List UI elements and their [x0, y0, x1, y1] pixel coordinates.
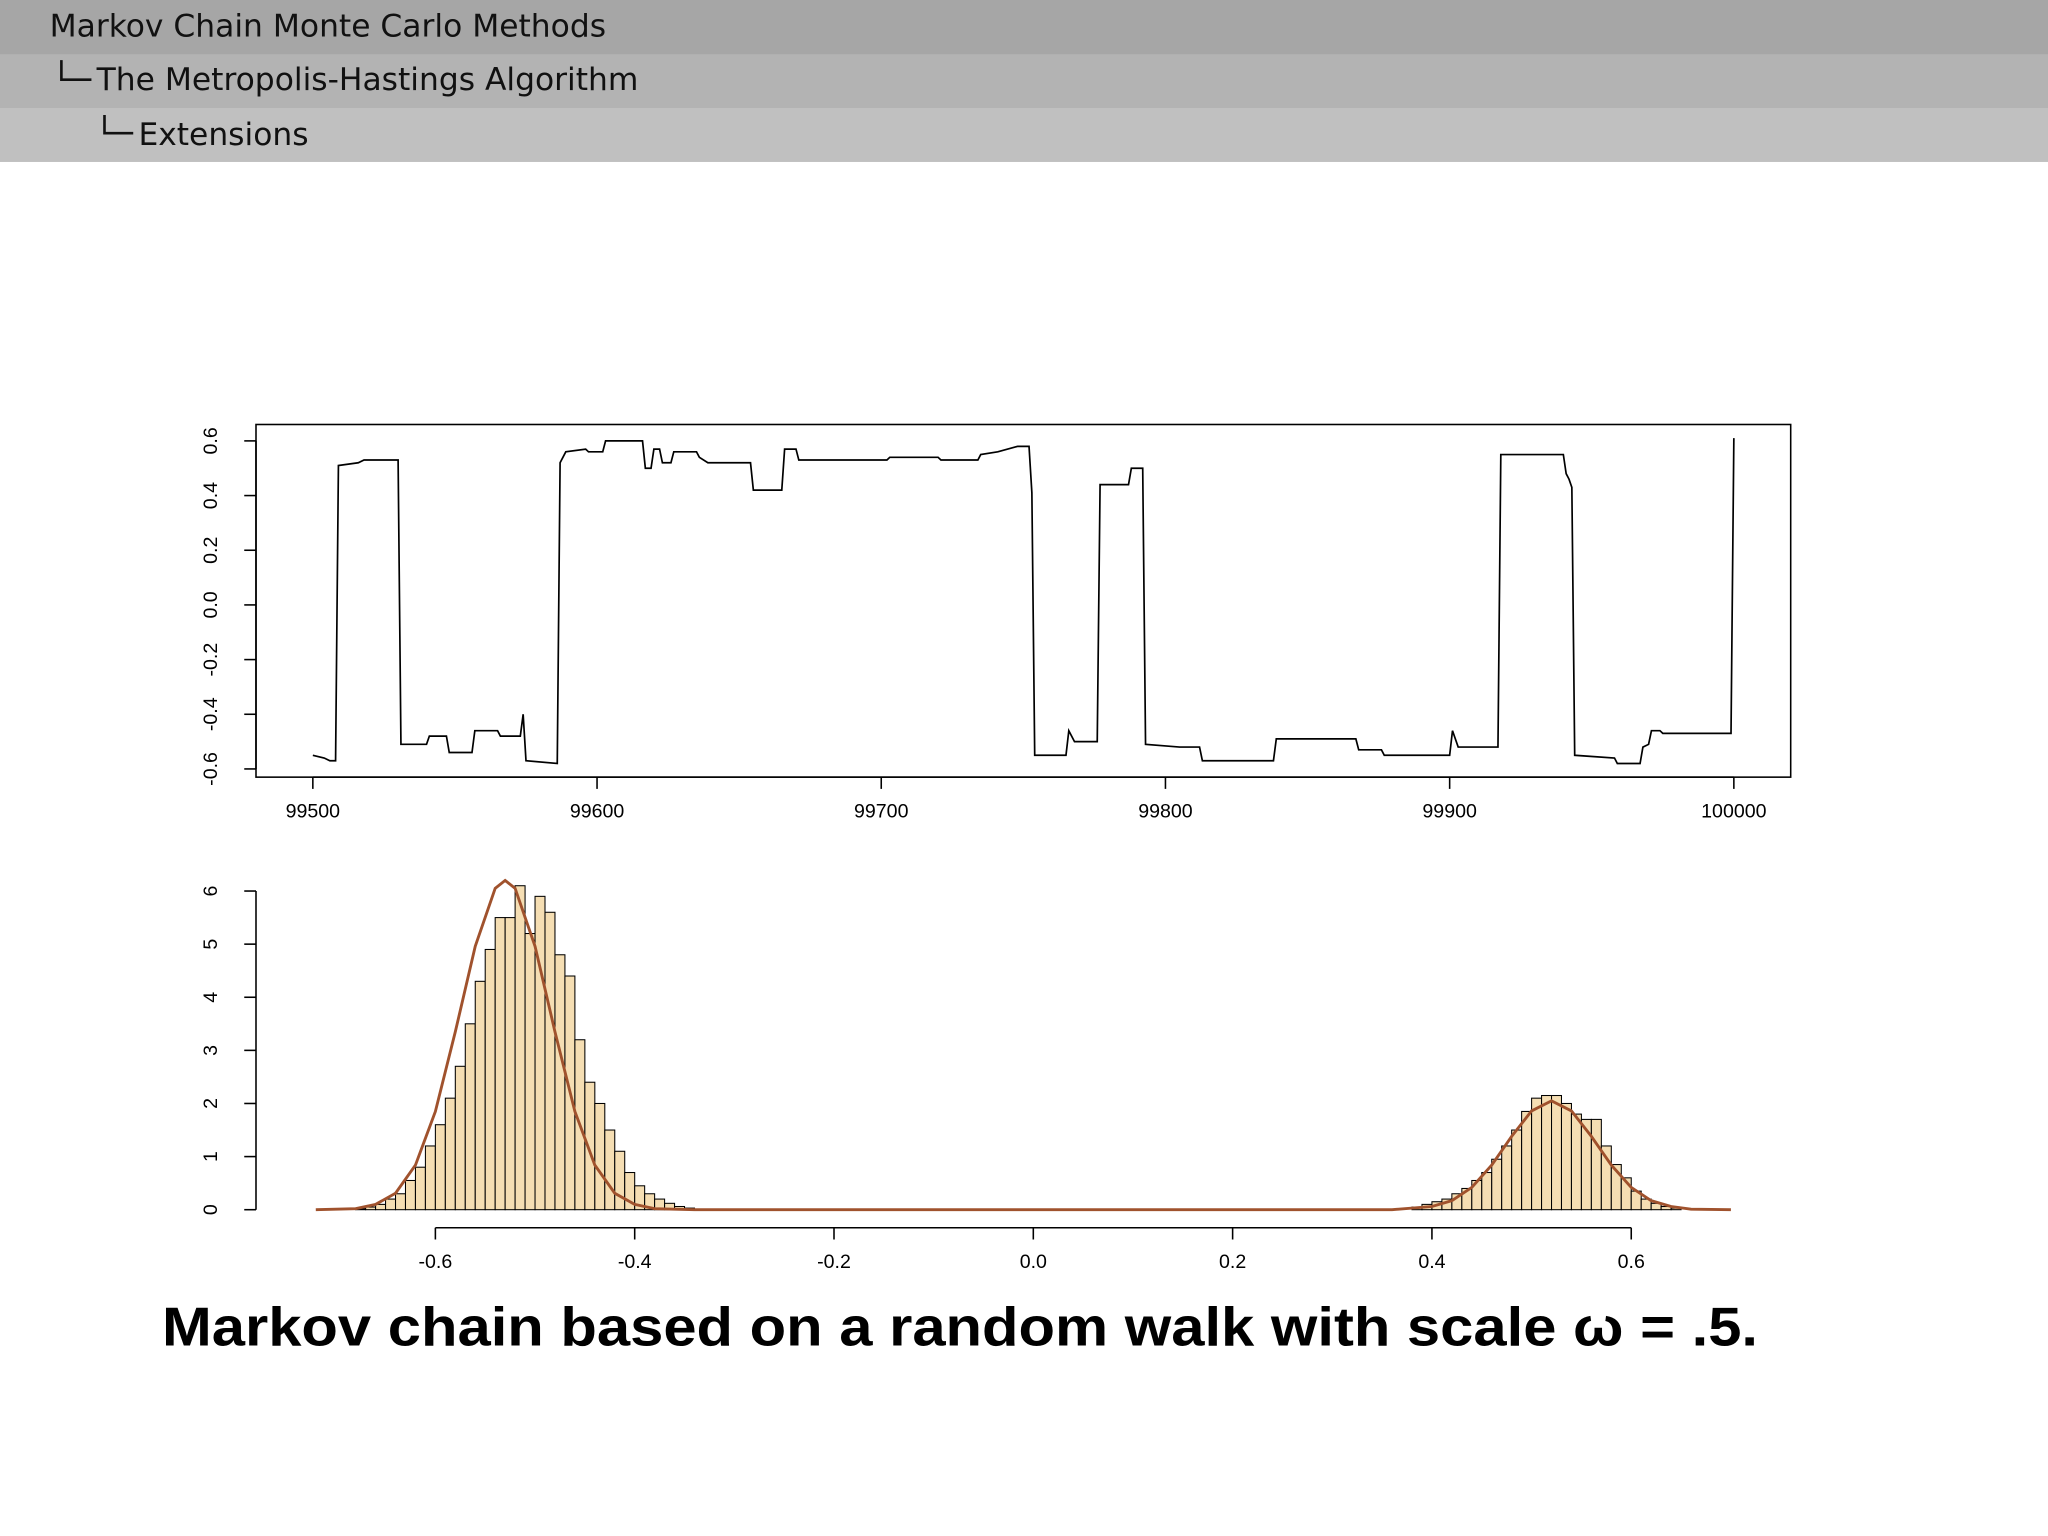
y-tick-label: 4	[200, 992, 222, 1003]
histogram-bar	[414, 1166, 426, 1211]
histogram-bar	[434, 1124, 446, 1211]
subsection-title: The Metropolis-Hastings Algorithm	[96, 62, 639, 98]
x-tick-label: -0.6	[419, 1251, 453, 1273]
histogram-bar	[1521, 1110, 1533, 1211]
histogram-bar	[594, 1102, 606, 1211]
histogram-bar	[1501, 1145, 1513, 1211]
header-band	[0, 54, 2048, 109]
trace-line	[312, 438, 1735, 765]
x-tick-label: 100000	[1701, 801, 1766, 823]
y-tick-label: 0.2	[200, 537, 222, 564]
histogram-bar	[1531, 1097, 1543, 1211]
histogram-bar	[1491, 1158, 1503, 1211]
y-tick-label: 3	[200, 1045, 222, 1056]
histogram-bar	[494, 917, 506, 1211]
subsubsection-title: Extensions	[138, 117, 308, 153]
x-tick-label: 99700	[854, 801, 909, 823]
x-tick-label: -0.4	[618, 1251, 652, 1273]
histogram-bar	[604, 1129, 616, 1211]
histogram-bar	[444, 1097, 456, 1211]
caption: Markov chain based on a random walk with…	[162, 1295, 1758, 1357]
header-band	[0, 108, 2048, 162]
density-curve	[315, 878, 1731, 1212]
y-tick-label: 0	[200, 1204, 222, 1215]
y-tick-label: -0.4	[200, 697, 222, 731]
histogram-bar	[474, 980, 486, 1211]
x-tick-label: 0.2	[1219, 1251, 1246, 1273]
y-tick-label: 5	[200, 939, 222, 950]
histogram-bar	[1481, 1171, 1493, 1211]
y-tick-label: 0.6	[200, 427, 222, 454]
histogram-bar	[454, 1065, 466, 1211]
y-tick-label: -0.6	[200, 752, 222, 786]
histogram-bar	[514, 885, 526, 1211]
histogram-bar	[614, 1150, 626, 1211]
x-tick-label: 99900	[1422, 801, 1477, 823]
y-tick-label: 1	[200, 1151, 222, 1162]
histogram-bar	[464, 1023, 476, 1211]
histogram-bar	[504, 917, 516, 1211]
x-tick-label: 99600	[570, 801, 625, 823]
histogram-bar	[544, 911, 556, 1211]
tree-connector	[103, 114, 134, 135]
x-tick-label: 0.0	[1020, 1251, 1047, 1273]
x-tick-label: 0.4	[1418, 1251, 1445, 1273]
histogram-bar	[1570, 1113, 1582, 1211]
x-tick-label: 99800	[1138, 801, 1193, 823]
histogram-bar	[1560, 1102, 1572, 1211]
histogram-bar	[394, 1193, 407, 1211]
histogram-bar	[484, 948, 496, 1211]
x-tick-label: 99500	[286, 801, 341, 823]
y-tick-label: -0.2	[200, 643, 222, 677]
histogram-bar	[554, 954, 566, 1211]
y-tick-label: 0.4	[200, 482, 222, 509]
header-band	[0, 0, 2048, 55]
y-tick-label: 6	[200, 885, 222, 896]
histogram-bar	[404, 1179, 416, 1211]
histogram-bar	[1550, 1094, 1563, 1211]
histogram-bar	[1541, 1094, 1553, 1211]
x-tick-label: -0.2	[817, 1251, 851, 1273]
histogram-bar	[1590, 1118, 1602, 1211]
section-title: Markov Chain Monte Carlo Methods	[50, 8, 606, 44]
x-tick-label: 0.6	[1618, 1251, 1645, 1273]
y-tick-label: 0.0	[200, 591, 222, 618]
plot-frame	[255, 423, 1792, 778]
tree-connector	[60, 60, 92, 81]
histogram-bar	[1511, 1129, 1523, 1211]
histogram-bar	[534, 895, 546, 1211]
histogram-bar	[424, 1145, 436, 1211]
histogram-bar	[524, 933, 536, 1211]
y-tick-label: 2	[200, 1098, 222, 1109]
histogram-bar	[385, 1198, 397, 1211]
